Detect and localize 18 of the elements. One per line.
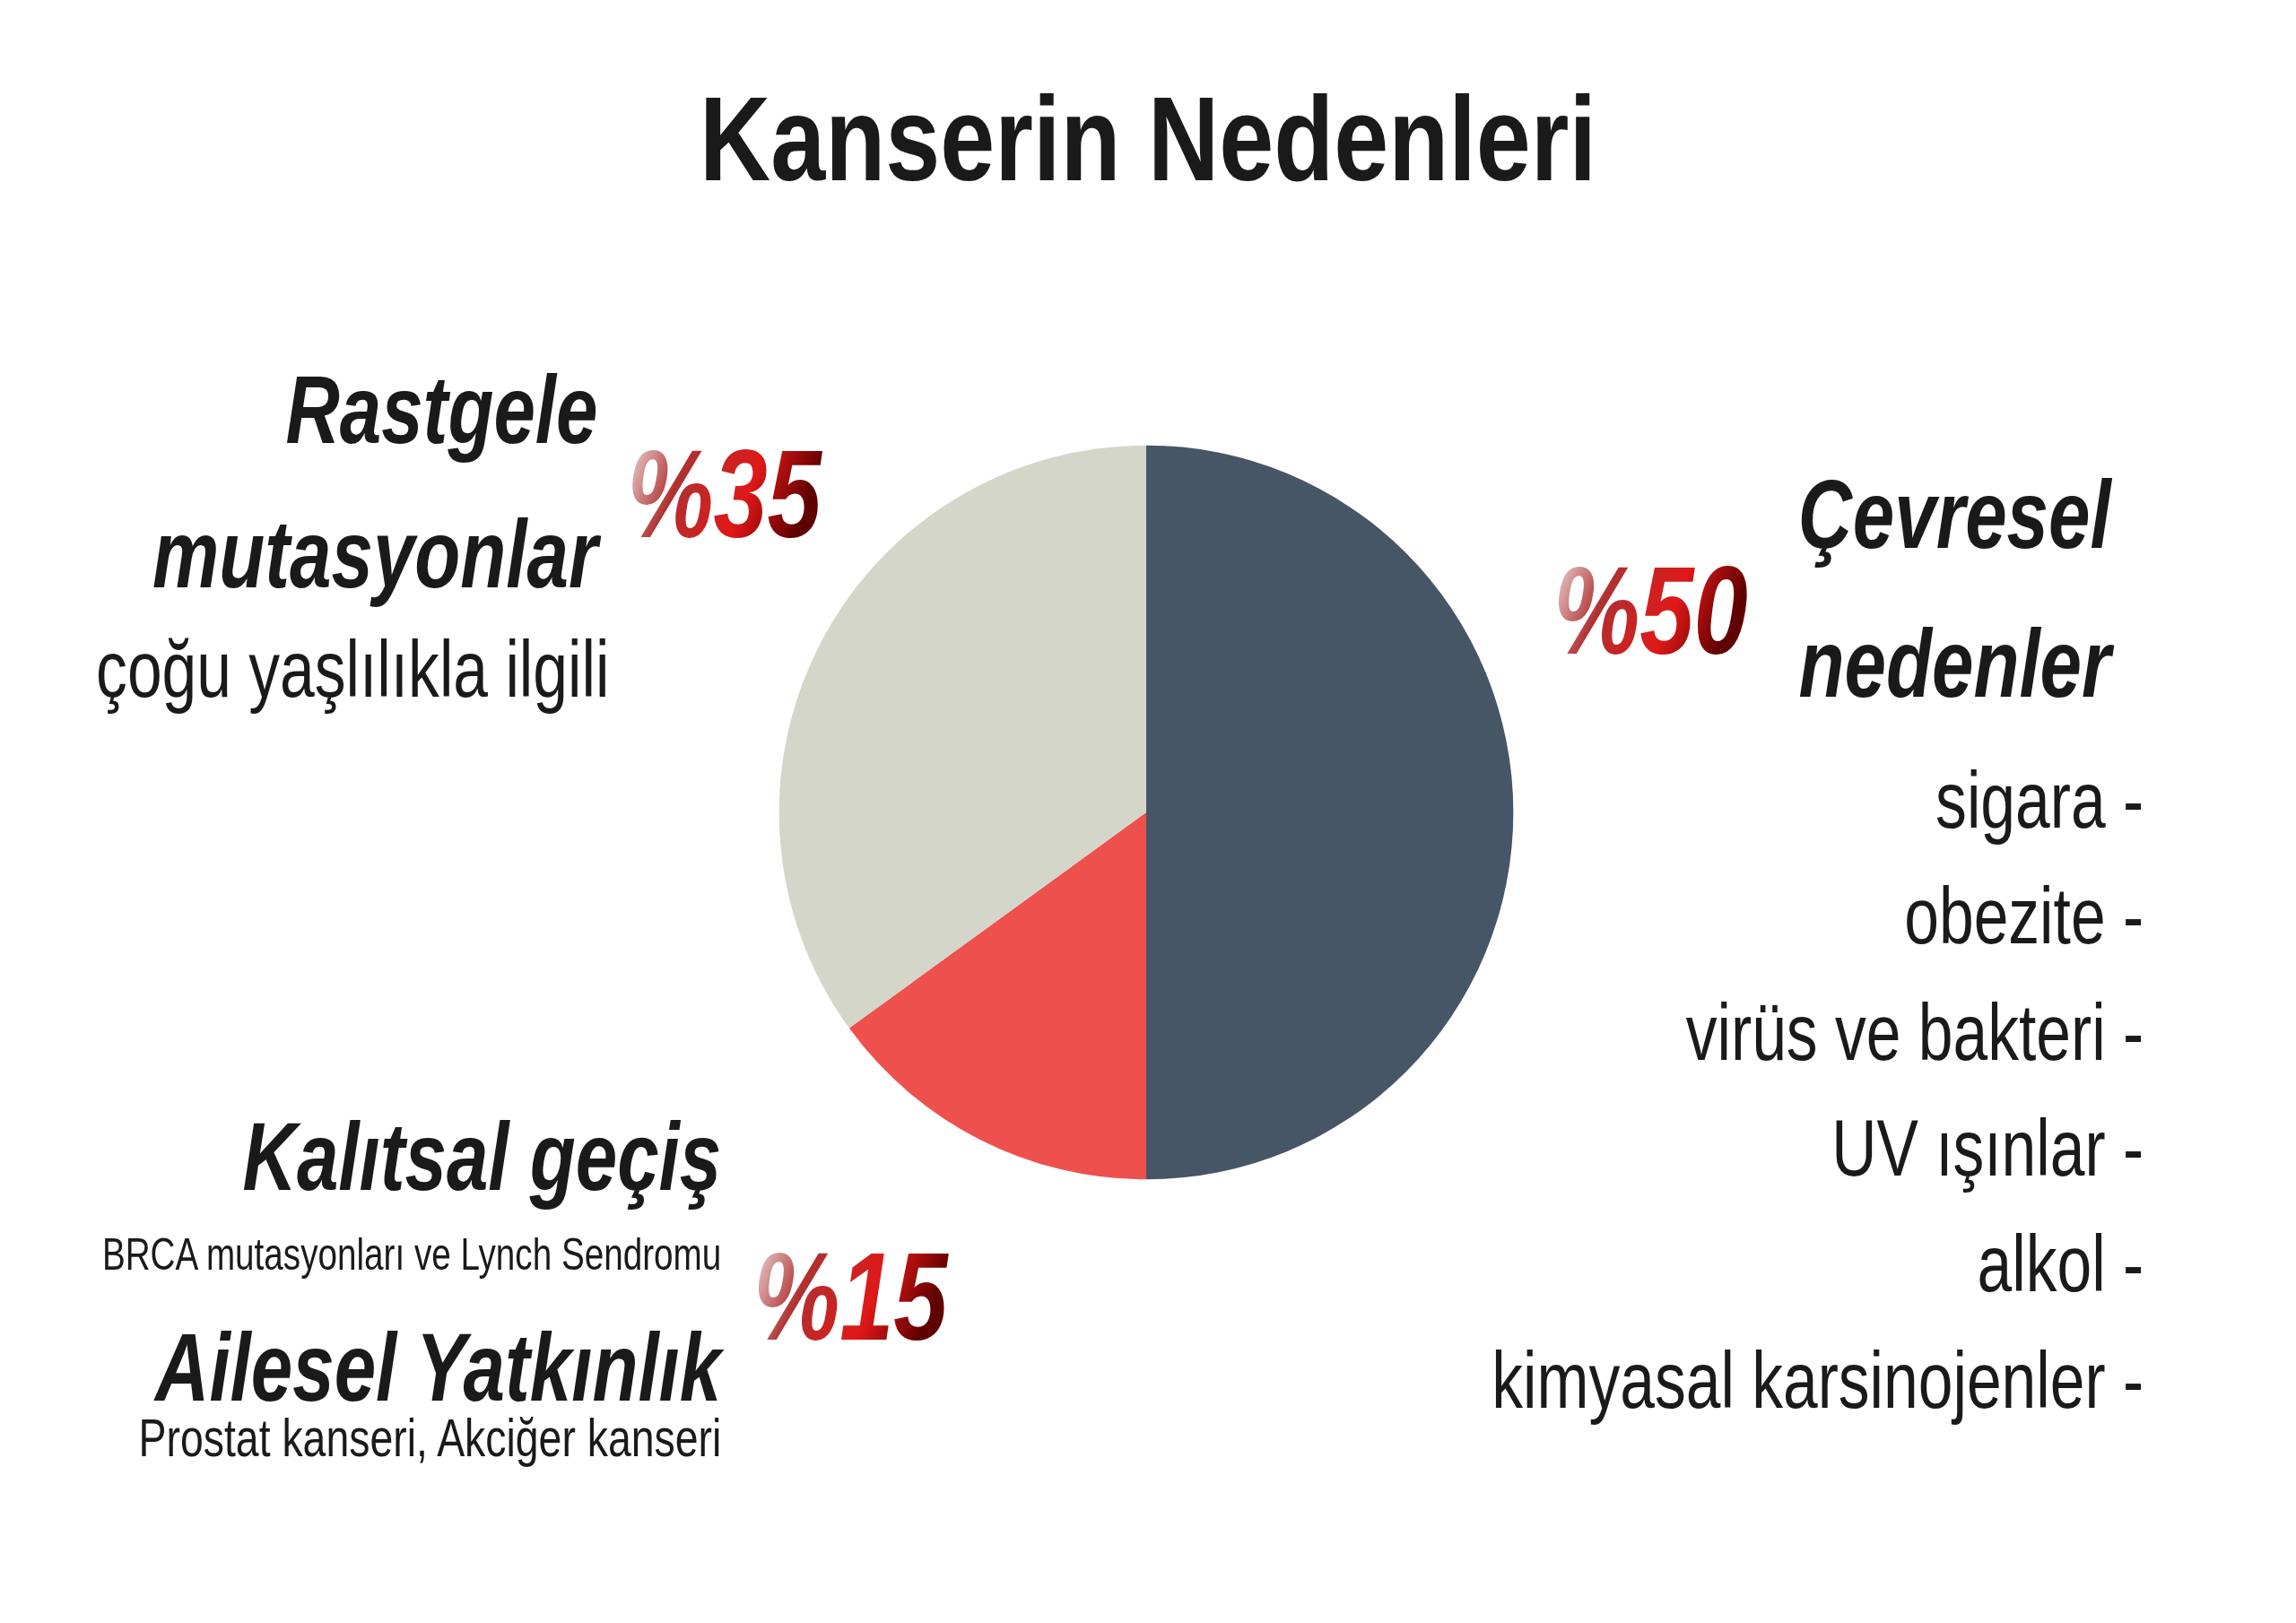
pie-slice (848, 812, 1147, 1180)
text: virüs ve bakteri - (1685, 987, 2144, 1077)
chart-title: Kanserin Nedenleri (700, 71, 1596, 206)
data-label: %15 (752, 1226, 950, 1366)
slice-label: Rastgele mutasyonlar (152, 355, 602, 608)
text: UV ışınlar - (1831, 1104, 2144, 1193)
text: çoğu yaşlılıkla ilgili (96, 624, 610, 715)
text: kimyasal karsinojenler - (1492, 1335, 2144, 1426)
text: sigara - (1935, 755, 2144, 845)
text: BRCA mutasyonları ve Lynch Sendromu (101, 1229, 722, 1280)
pie-slice (1146, 445, 1513, 1180)
text: alkol - (1977, 1219, 2144, 1309)
data-label: %35 (627, 423, 823, 563)
data-label: %50 (1552, 540, 1748, 680)
slice-label: Çevresel nedenler (1798, 460, 2115, 717)
slice-label: Kalıtsal geçiş (242, 1103, 722, 1211)
text: obezite - (1904, 871, 2144, 960)
text: Prostat kanseri, Akciğer kanseri (138, 1408, 722, 1467)
